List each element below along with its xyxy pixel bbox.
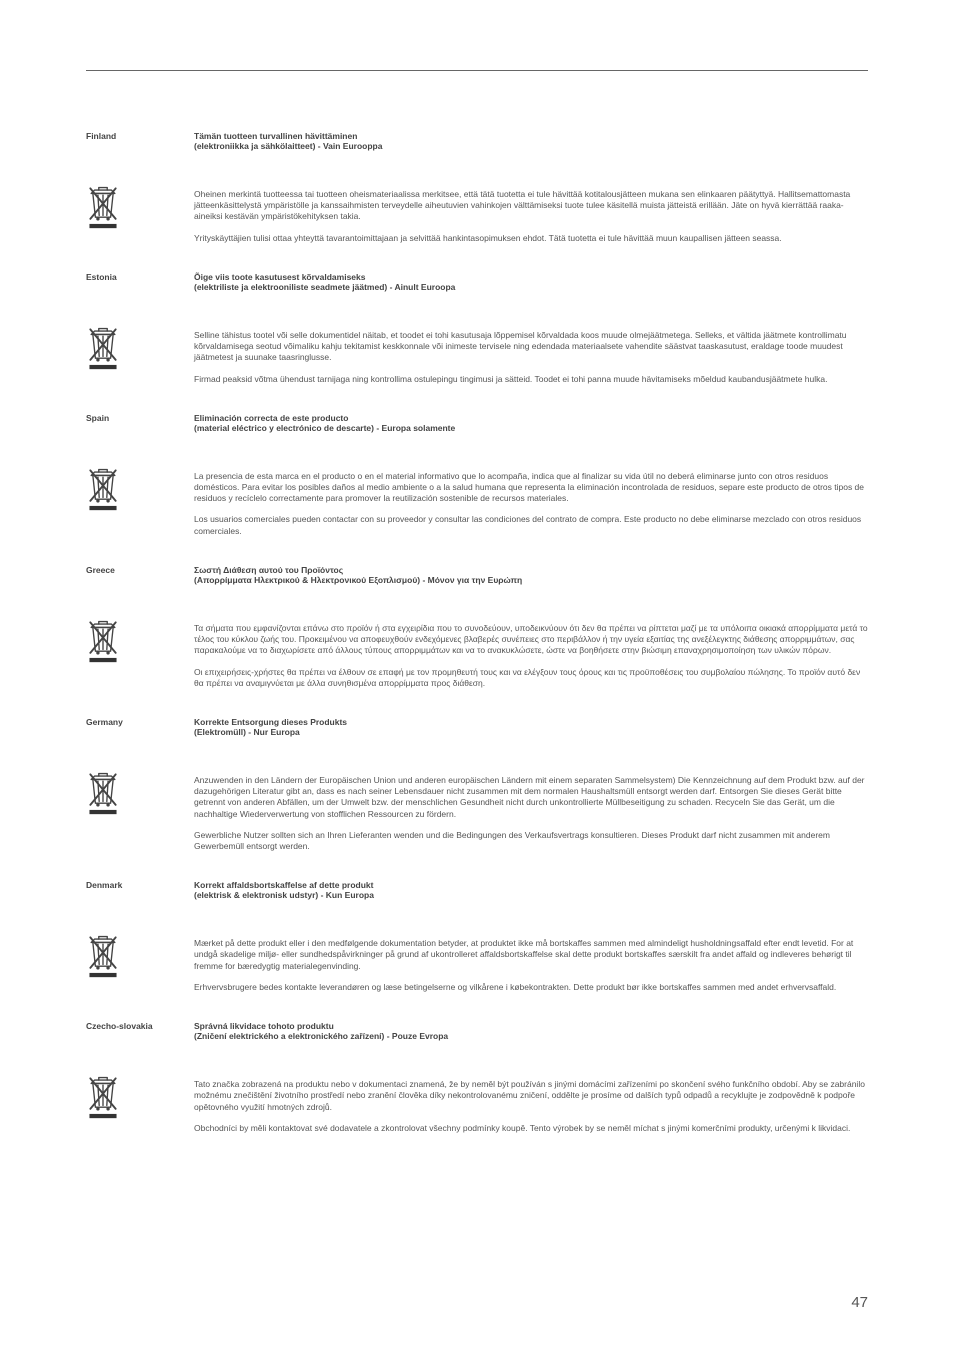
disposal-title: Tämän tuotteen turvallinen hävittäminen bbox=[194, 131, 868, 141]
disposal-subtitle: (elektriliste ja elektrooniliste seadmet… bbox=[194, 282, 868, 292]
paragraph: Οι επιχειρήσεις-χρήστες θα πρέπει να έλθ… bbox=[194, 667, 868, 689]
weee-bin-icon bbox=[86, 934, 120, 978]
country-label: Spain bbox=[86, 413, 176, 443]
weee-bin-icon bbox=[86, 771, 120, 815]
page-number: 47 bbox=[851, 1294, 868, 1311]
section-header: Finland Tämän tuotteen turvallinen hävitt… bbox=[86, 131, 868, 161]
paragraph: Obchodníci by měli kontaktovat své dodav… bbox=[194, 1123, 868, 1134]
disposal-subtitle: (Elektromüll) - Nur Europa bbox=[194, 727, 868, 737]
weee-icon-cell bbox=[86, 771, 176, 862]
paragraph: Gewerbliche Nutzer sollten sich an Ihren… bbox=[194, 830, 868, 852]
section-header: Germany Korrekte Entsorgung dieses Produk… bbox=[86, 717, 868, 747]
disposal-title: Korrekt affaldsbortskaffelse af dette pr… bbox=[194, 880, 868, 890]
weee-icon-cell bbox=[86, 185, 176, 254]
paragraph: Yrityskäyttäjien tulisi ottaa yhteyttä t… bbox=[194, 233, 868, 244]
section-header: Estonia Õige viis toote kasutusest kõrval… bbox=[86, 272, 868, 302]
country-label: Finland bbox=[86, 131, 176, 161]
disposal-subtitle: (material eléctrico y electrónico de des… bbox=[194, 423, 868, 433]
disposal-title: Õige viis toote kasutusest kõrvaldamisek… bbox=[194, 272, 868, 282]
weee-bin-icon bbox=[86, 1075, 120, 1119]
section-header: Greece Σωστή Διάθεση αυτού του Προϊόντος(… bbox=[86, 565, 868, 595]
section-body: Tato značka zobrazená na produktu nebo v… bbox=[86, 1069, 868, 1144]
disposal-title: Správná likvidace tohoto produktu bbox=[194, 1021, 868, 1031]
header-rule bbox=[86, 70, 868, 71]
paragraph: Mærket på dette produkt eller i den medf… bbox=[194, 938, 868, 972]
disposal-subtitle: (Zničení elektrického a elektronického z… bbox=[194, 1031, 868, 1041]
weee-bin-icon bbox=[86, 185, 120, 229]
weee-bin-icon bbox=[86, 619, 120, 663]
paragraph: Tato značka zobrazená na produktu nebo v… bbox=[194, 1079, 868, 1113]
section-header: Czecho-slovakia Správná likvidace tohoto … bbox=[86, 1021, 868, 1051]
country-label: Germany bbox=[86, 717, 176, 747]
paragraph: Selline tähistus tootel või selle dokume… bbox=[194, 330, 868, 364]
section-body: Anzuwenden in den Ländern der Europäisch… bbox=[86, 765, 868, 862]
paragraph: Erhvervsbrugere bedes kontakte leverandø… bbox=[194, 982, 868, 993]
paragraph: Τα σήματα που εμφανίζονται επάνω στο προ… bbox=[194, 623, 868, 657]
weee-icon-cell bbox=[86, 619, 176, 699]
weee-icon-cell bbox=[86, 934, 176, 1003]
weee-bin-icon bbox=[86, 326, 120, 370]
weee-icon-cell bbox=[86, 1075, 176, 1144]
paragraph: Firmad peaksid võtma ühendust tarnijaga … bbox=[194, 374, 868, 385]
disposal-title: Korrekte Entsorgung dieses Produkts bbox=[194, 717, 868, 727]
disposal-title: Σωστή Διάθεση αυτού του Προϊόντος bbox=[194, 565, 868, 575]
paragraph: Anzuwenden in den Ländern der Europäisch… bbox=[194, 775, 868, 820]
disposal-subtitle: (Απορρίμματα Ηλεκτρικού & Ηλεκτρονικού Ε… bbox=[194, 575, 868, 585]
section-header: Denmark Korrekt affaldsbortskaffelse af d… bbox=[86, 880, 868, 910]
section-header: Spain Eliminación correcta de este produc… bbox=[86, 413, 868, 443]
country-label: Greece bbox=[86, 565, 176, 595]
disposal-subtitle: (elektroniikka ja sähkölaitteet) - Vain … bbox=[194, 141, 868, 151]
weee-icon-cell bbox=[86, 326, 176, 395]
country-label: Denmark bbox=[86, 880, 176, 910]
country-label: Estonia bbox=[86, 272, 176, 302]
section-body: Τα σήματα που εμφανίζονται επάνω στο προ… bbox=[86, 613, 868, 699]
paragraph: Oheinen merkintä tuotteessa tai tuotteen… bbox=[194, 189, 868, 223]
weee-bin-icon bbox=[86, 467, 120, 511]
section-body: Oheinen merkintä tuotteessa tai tuotteen… bbox=[86, 179, 868, 254]
country-label: Czecho-slovakia bbox=[86, 1021, 176, 1051]
weee-icon-cell bbox=[86, 467, 176, 547]
disposal-title: Eliminación correcta de este producto bbox=[194, 413, 868, 423]
disposal-subtitle: (elektrisk & elektronisk udstyr) - Kun E… bbox=[194, 890, 868, 900]
section-body: Mærket på dette produkt eller i den medf… bbox=[86, 928, 868, 1003]
section-body: Selline tähistus tootel või selle dokume… bbox=[86, 320, 868, 395]
paragraph: La presencia de esta marca en el product… bbox=[194, 471, 868, 505]
paragraph: Los usuarios comerciales pueden contacta… bbox=[194, 514, 868, 536]
section-body: La presencia de esta marca en el product… bbox=[86, 461, 868, 547]
